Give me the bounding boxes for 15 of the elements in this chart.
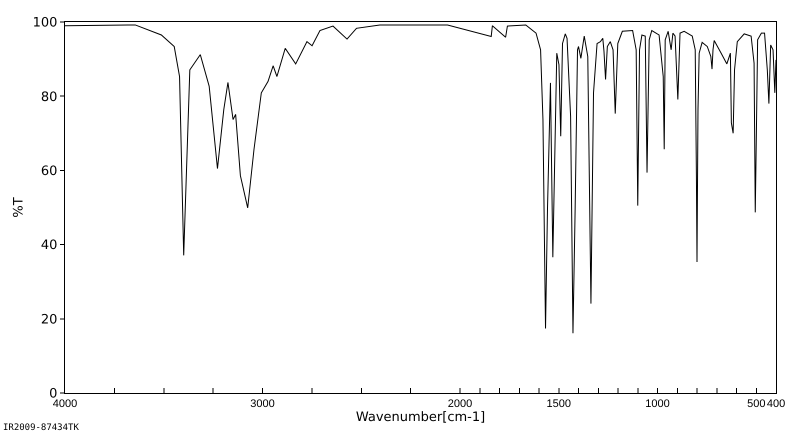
x-tick-label: 500 bbox=[747, 398, 766, 410]
y-tick-label: 80 bbox=[40, 90, 58, 105]
x-tick-label: 400 bbox=[766, 398, 786, 410]
x-tick-label: 2000 bbox=[448, 398, 472, 410]
y-axis-title: %T bbox=[12, 197, 27, 218]
text: IR2009-87434TK bbox=[3, 423, 80, 433]
x-tick-label: 3000 bbox=[250, 398, 275, 410]
y-tick-label: 20 bbox=[40, 312, 58, 328]
x-tick-label: 1500 bbox=[546, 398, 571, 410]
y-tick-label: 40 bbox=[40, 238, 58, 254]
x-tick-label: 1000 bbox=[645, 398, 670, 410]
y-tick-label: 60 bbox=[40, 164, 58, 179]
y-tick-label: 100 bbox=[32, 16, 58, 31]
x-axis-title: Wavenumber[cm-1] bbox=[356, 410, 486, 426]
x-tick-label: 4000 bbox=[52, 398, 78, 410]
